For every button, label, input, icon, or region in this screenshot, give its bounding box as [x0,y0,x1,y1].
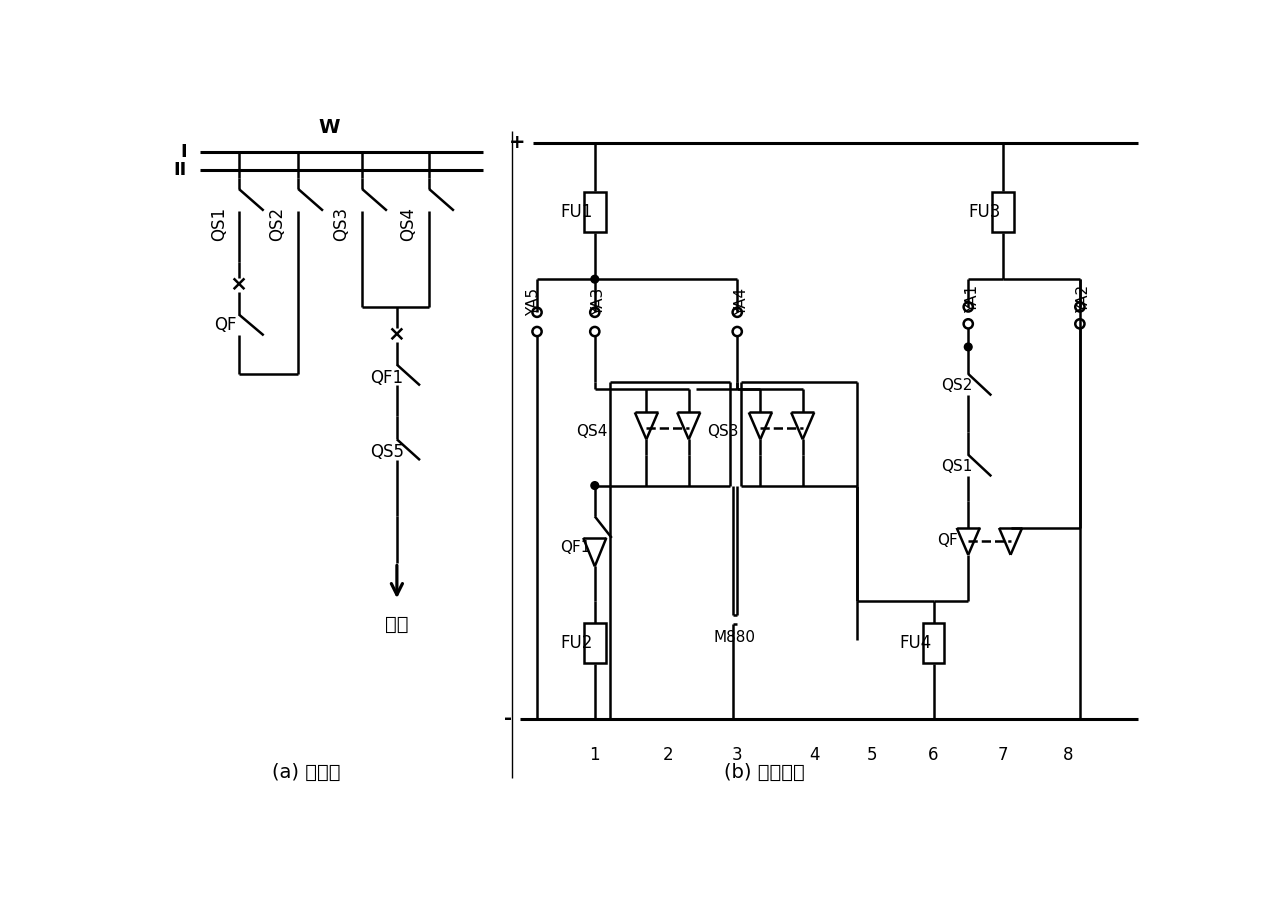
Bar [992,192,1014,232]
Text: QS4: QS4 [576,424,608,439]
Text: 7: 7 [998,746,1008,764]
Text: FU2: FU2 [561,634,593,652]
Text: -: - [504,709,512,728]
Text: QS4: QS4 [399,207,417,241]
Text: (a) 主电路: (a) 主电路 [272,762,340,781]
Text: QS3: QS3 [707,424,739,439]
Text: 8: 8 [1064,746,1074,764]
Text: YA3: YA3 [591,288,606,317]
Text: QF: QF [938,533,958,548]
Circle shape [965,343,973,351]
Bar [584,623,606,663]
Bar [922,623,944,663]
Text: YA2: YA2 [1076,285,1092,313]
Text: 馈线: 馈线 [385,614,409,633]
Text: 4: 4 [810,746,820,764]
Text: QS1: QS1 [210,207,228,241]
Text: 3: 3 [731,746,743,764]
Text: I: I [180,143,187,161]
Text: QF1: QF1 [561,539,590,555]
Text: II: II [173,161,187,179]
Text: QS5: QS5 [370,444,404,462]
Text: YA5: YA5 [526,289,540,317]
Circle shape [591,482,599,490]
Text: FU3: FU3 [969,203,1001,221]
Text: FU1: FU1 [561,203,593,221]
Text: FU4: FU4 [899,634,931,652]
Text: (b) 闭锁电路: (b) 闭锁电路 [724,762,804,781]
Text: 2: 2 [662,746,674,764]
Text: 5: 5 [867,746,878,764]
Text: +: + [509,133,526,152]
Text: QS2: QS2 [268,207,286,241]
Text: W: W [318,118,340,137]
Text: QS3: QS3 [332,207,350,241]
Text: YA4: YA4 [734,289,748,317]
Bar [584,192,606,232]
Circle shape [591,275,599,283]
Text: QF1: QF1 [370,369,403,387]
Text: YA1: YA1 [965,285,980,313]
Text: QF: QF [214,317,236,335]
Text: M880: M880 [713,630,756,646]
Text: 1: 1 [589,746,600,764]
Text: QS2: QS2 [942,378,973,393]
Text: 6: 6 [929,746,939,764]
Text: QS1: QS1 [942,459,973,474]
